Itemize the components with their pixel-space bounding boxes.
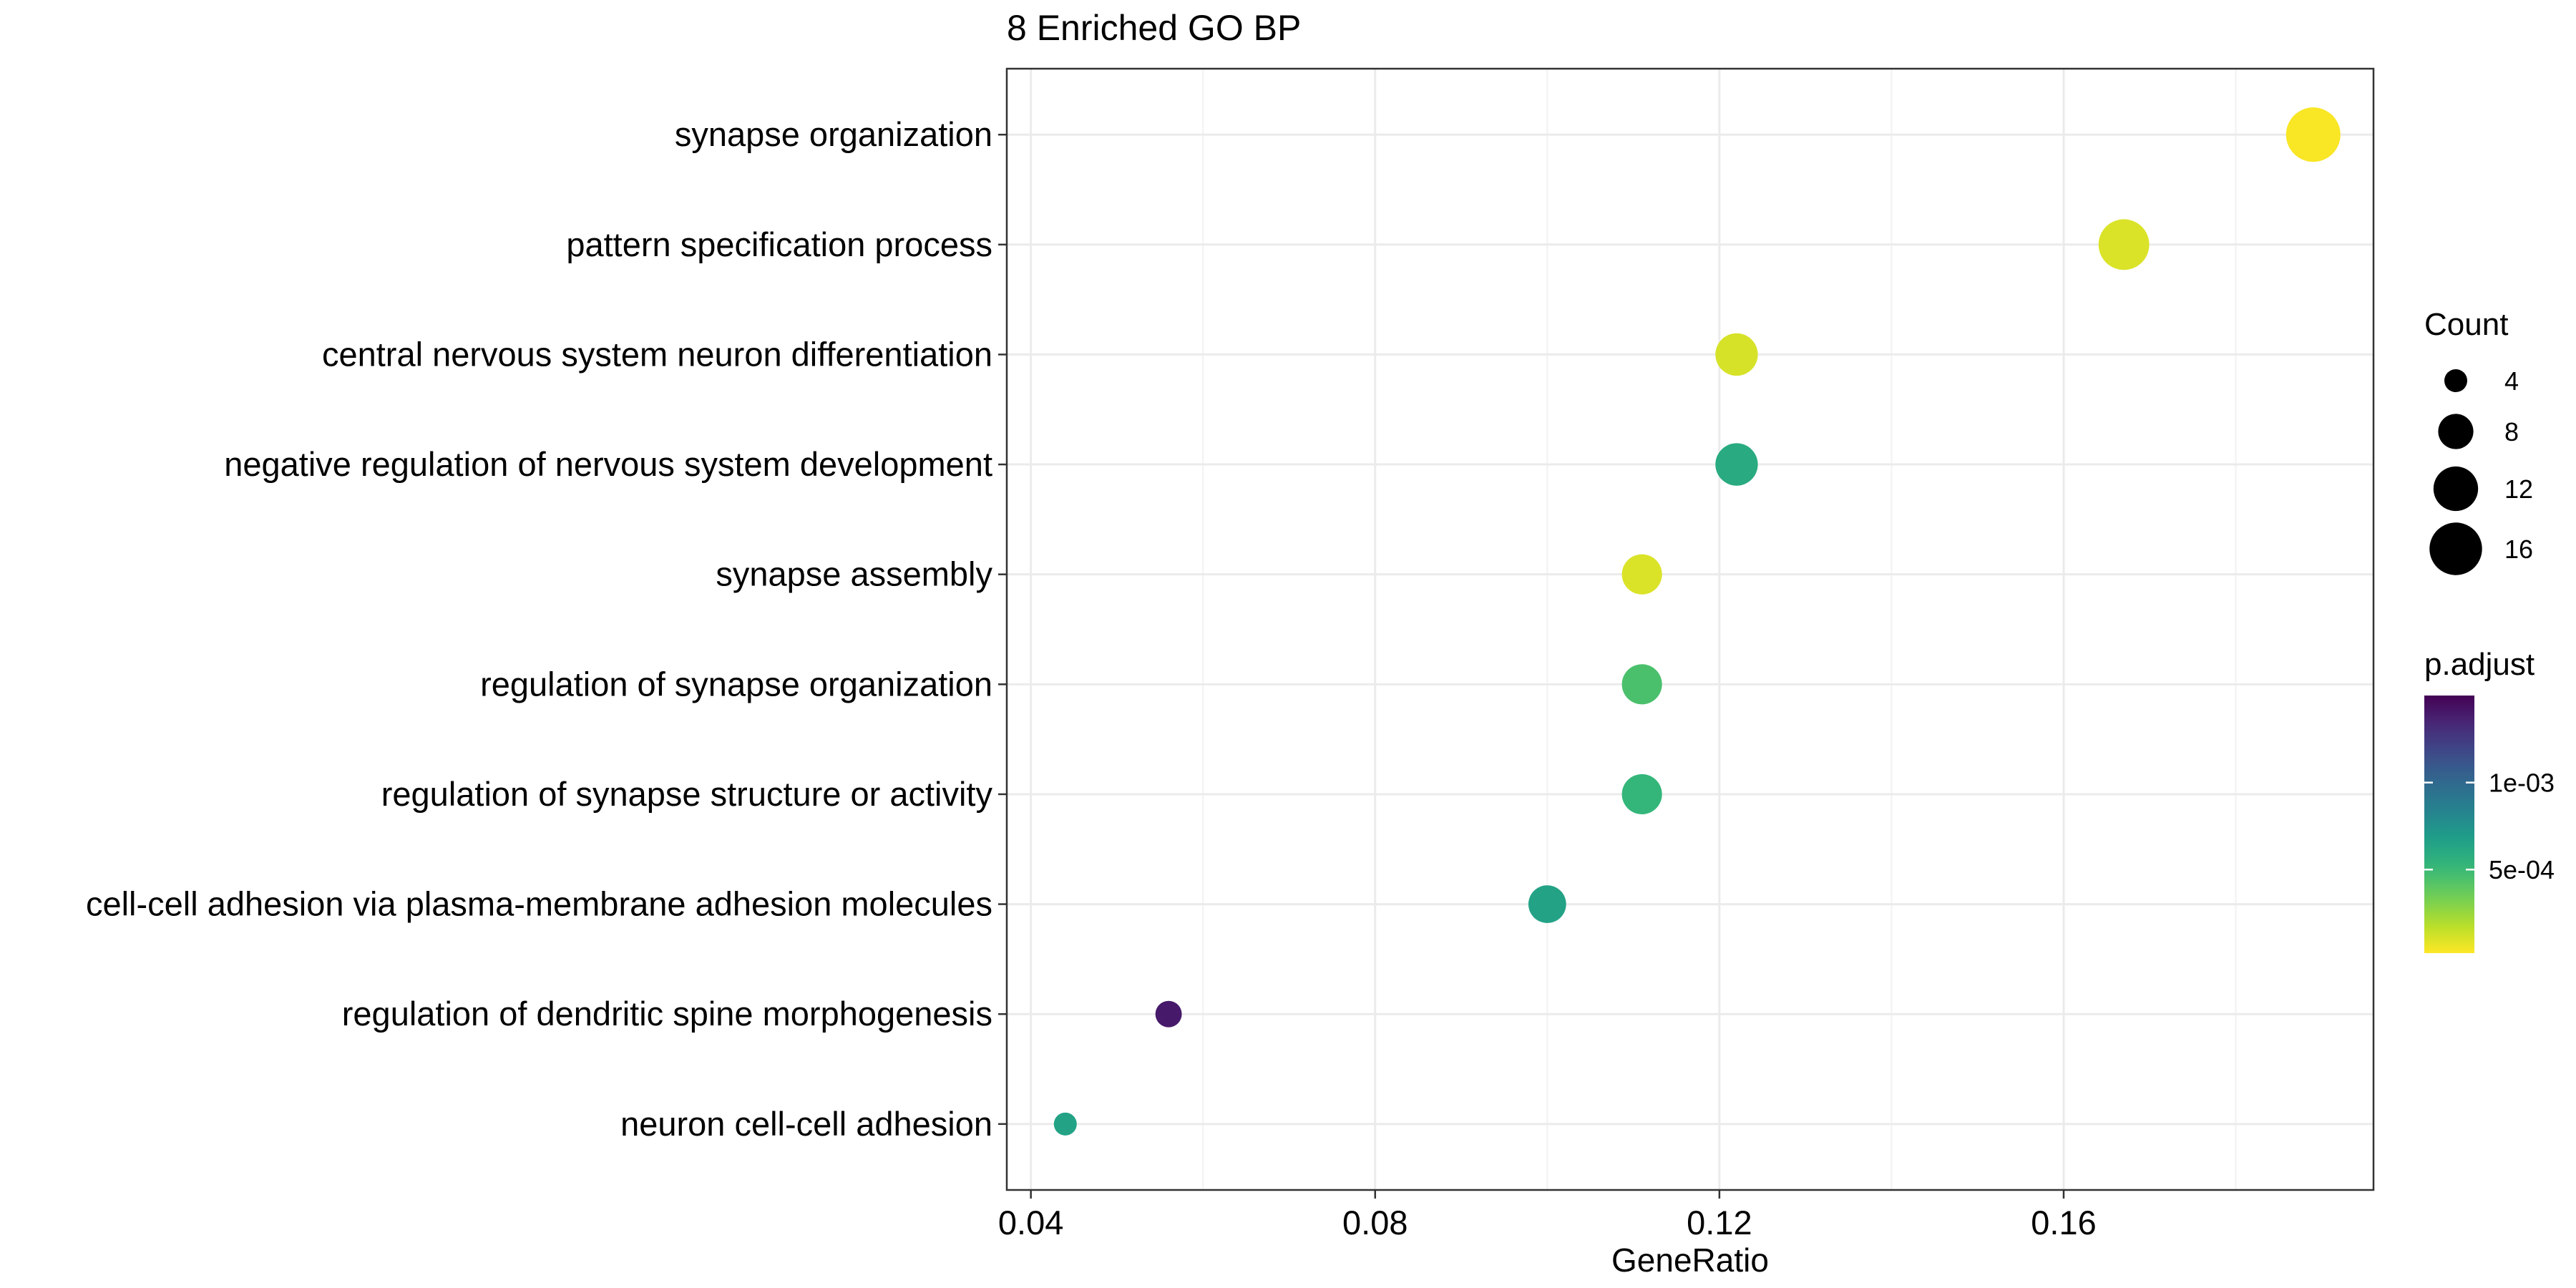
x-tick-label: 0.16 (2031, 1204, 2096, 1241)
size-legend-key (2433, 466, 2479, 512)
points (1053, 107, 2341, 1136)
size-legend-title: Count (2424, 307, 2508, 342)
chart-title: 8 Enriched GO BP (1007, 8, 1301, 48)
y-tick-label: synapse assembly (716, 555, 992, 593)
y-tick-label: cell-cell adhesion via plasma-membrane a… (86, 885, 992, 923)
size-legend: Count 4 8 12 16 (2424, 307, 2533, 575)
x-tick-label: 0.04 (998, 1204, 1063, 1241)
data-point (1621, 774, 1662, 814)
x-tick-label: 0.08 (1342, 1204, 1407, 1241)
x-tick-label: 0.12 (1687, 1204, 1752, 1241)
size-legend-key (2429, 522, 2482, 575)
color-legend: p.adjust 1e-03 5e-04 (2424, 647, 2555, 953)
y-tick-label: central nervous system neuron differenti… (322, 335, 992, 373)
y-tick-label: regulation of dendritic spine morphogene… (342, 995, 992, 1033)
y-tick-label: pattern specification process (566, 225, 992, 263)
size-legend-label: 16 (2504, 535, 2533, 564)
color-legend-title: p.adjust (2424, 647, 2534, 682)
data-point (1715, 333, 1758, 376)
x-axis: 0.04 0.08 0.12 0.16 (998, 1190, 2097, 1241)
colorbar (2424, 696, 2474, 953)
colorbar-label: 1e-03 (2489, 769, 2555, 798)
data-point (1053, 1112, 1077, 1136)
data-point (1528, 885, 1566, 923)
data-point (1715, 443, 1758, 486)
data-point (2285, 107, 2341, 162)
data-point (1621, 554, 1662, 595)
data-point (2098, 219, 2150, 270)
y-tick-label: regulation of synapse organization (480, 665, 992, 703)
y-tick-label: neuron cell-cell adhesion (620, 1105, 992, 1143)
panel-border (1005, 67, 2375, 1191)
colorbar-label: 5e-04 (2489, 855, 2555, 884)
grid-lines (1007, 69, 2373, 1190)
size-legend-key (2444, 369, 2467, 392)
data-point (1155, 1000, 1182, 1028)
size-legend-key (2438, 414, 2474, 449)
x-axis-title: GeneRatio (1611, 1241, 1769, 1279)
y-tick-label: negative regulation of nervous system de… (224, 445, 992, 483)
y-axis: synapse organization pattern specificatio… (86, 115, 1007, 1143)
size-legend-label: 12 (2504, 474, 2533, 504)
size-legend-label: 4 (2504, 366, 2519, 396)
data-point (1621, 664, 1662, 705)
y-tick-label: synapse organization (675, 115, 992, 153)
size-legend-label: 8 (2504, 417, 2519, 447)
y-tick-label: regulation of synapse structure or activ… (381, 775, 993, 813)
